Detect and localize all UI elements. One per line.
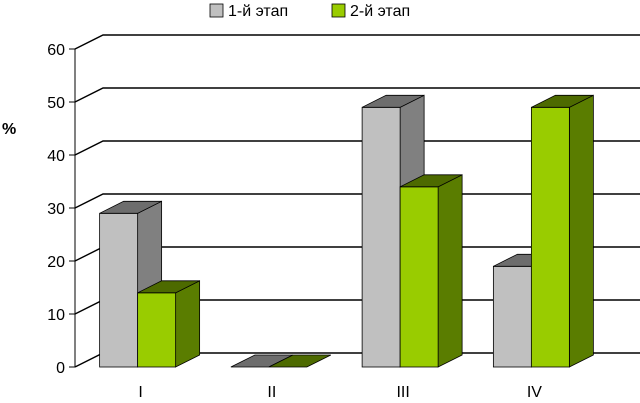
bar-top xyxy=(399,174,463,188)
gridline xyxy=(74,140,640,156)
bar-top xyxy=(268,354,332,368)
x-tick-label: III xyxy=(396,384,409,401)
legend: 1-й этап 2-й этап xyxy=(209,3,410,20)
bar-front xyxy=(492,265,532,368)
bar-front xyxy=(99,212,139,368)
bars xyxy=(99,94,594,368)
y-axis-label: % xyxy=(2,121,16,138)
legend-swatch xyxy=(331,3,346,18)
bar-front xyxy=(361,106,401,368)
y-tick-label: 0 xyxy=(56,360,65,377)
bar-side xyxy=(437,174,463,368)
gridline xyxy=(74,34,640,50)
axes xyxy=(69,48,76,368)
legend-item: 1-й этап xyxy=(209,3,288,20)
bar-top xyxy=(99,200,162,214)
x-tick-label: IV xyxy=(527,384,542,401)
y-tick-label: 60 xyxy=(47,42,65,59)
bar-side xyxy=(175,280,201,368)
bar-front xyxy=(530,106,570,368)
y-tick-label: 30 xyxy=(47,201,65,218)
bar xyxy=(268,354,332,368)
bar xyxy=(530,94,594,368)
legend-label: 2-й этап xyxy=(350,3,410,20)
x-tick-label: I xyxy=(138,384,142,401)
bar-top xyxy=(531,94,594,108)
y-tick-label: 10 xyxy=(47,307,65,324)
y-tick-label: 40 xyxy=(47,148,65,165)
bar-top xyxy=(361,94,425,108)
legend-item: 2-й этап xyxy=(331,3,410,20)
bar-side xyxy=(568,94,594,368)
bar-top xyxy=(137,280,200,294)
bar xyxy=(399,174,463,368)
legend-swatch xyxy=(209,3,224,18)
y-tick-label: 50 xyxy=(47,95,65,112)
bar xyxy=(137,280,201,368)
y-tick-label: 20 xyxy=(47,254,65,271)
gridline xyxy=(74,87,640,103)
x-tick-label: II xyxy=(267,384,276,401)
bar-front xyxy=(137,292,177,368)
legend-label: 1-й этап xyxy=(228,3,288,20)
bar-front xyxy=(399,186,439,368)
